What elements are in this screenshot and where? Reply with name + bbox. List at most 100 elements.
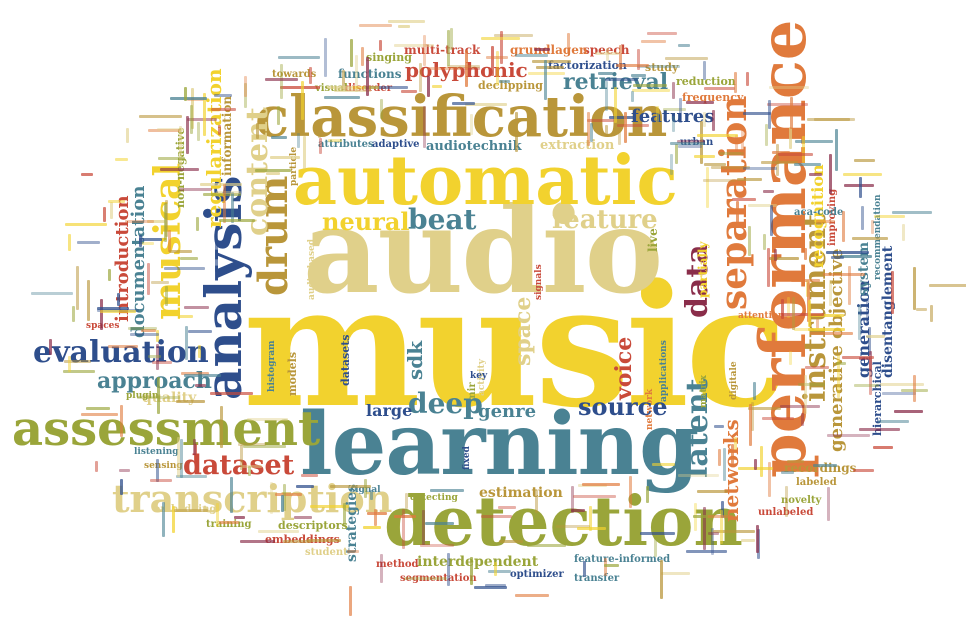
filler-fleck xyxy=(183,306,209,310)
filler-fleck xyxy=(165,199,169,238)
filler-fleck xyxy=(216,190,241,194)
filler-fleck xyxy=(655,105,659,122)
filler-fleck xyxy=(302,136,306,169)
filler-fleck xyxy=(274,492,302,496)
filler-fleck xyxy=(157,157,185,161)
filler-fleck xyxy=(81,173,93,177)
filler-fleck xyxy=(604,564,619,568)
filler-fleck xyxy=(866,334,886,338)
word-factorization: factorization xyxy=(548,59,627,72)
filler-fleck xyxy=(711,109,715,132)
filler-fleck xyxy=(767,248,771,288)
filler-fleck xyxy=(686,550,728,554)
filler-fleck xyxy=(566,33,570,54)
filler-fleck xyxy=(500,30,504,65)
filler-fleck xyxy=(808,300,812,328)
filler-fleck xyxy=(721,500,725,518)
filler-fleck xyxy=(874,214,906,218)
filler-fleck xyxy=(350,38,354,68)
filler-fleck xyxy=(618,111,622,146)
filler-fleck xyxy=(718,448,722,466)
filler-fleck xyxy=(786,297,790,319)
filler-fleck xyxy=(720,510,724,544)
filler-fleck xyxy=(447,30,451,67)
filler-fleck xyxy=(811,314,844,318)
filler-fleck xyxy=(348,585,352,616)
word-key: key xyxy=(470,371,488,381)
filler-fleck xyxy=(723,448,727,481)
filler-fleck xyxy=(828,154,832,195)
word-approach: approach xyxy=(97,368,212,394)
filler-fleck xyxy=(495,51,499,87)
filler-fleck xyxy=(768,256,800,260)
filler-fleck xyxy=(880,382,924,386)
word-declipping: declipping xyxy=(478,79,543,92)
word-segmentation: segmentation xyxy=(400,573,477,584)
filler-fleck xyxy=(65,222,107,226)
filler-fleck xyxy=(694,155,715,159)
word-system: system xyxy=(856,241,872,296)
filler-fleck xyxy=(768,461,772,497)
filler-fleck xyxy=(616,123,650,127)
filler-fleck xyxy=(731,444,735,465)
filler-fleck xyxy=(780,404,820,408)
filler-fleck xyxy=(300,80,304,120)
filler-fleck xyxy=(187,329,213,333)
filler-fleck xyxy=(425,522,454,526)
filler-fleck xyxy=(191,88,195,130)
filler-fleck xyxy=(853,384,880,388)
word-functions: functions xyxy=(338,67,402,81)
word-audio-based: audio-based xyxy=(307,238,317,300)
filler-fleck xyxy=(71,306,75,323)
filler-fleck xyxy=(913,267,917,310)
filler-fleck xyxy=(196,121,200,142)
filler-fleck xyxy=(703,112,707,128)
filler-fleck xyxy=(646,31,677,35)
filler-fleck xyxy=(147,129,180,133)
filler-fleck xyxy=(230,191,234,223)
word-neural: neural xyxy=(322,207,410,236)
word-singing: singing xyxy=(366,51,412,64)
filler-fleck xyxy=(68,356,72,373)
filler-fleck xyxy=(124,219,154,223)
filler-fleck xyxy=(815,220,835,224)
word-embeddings: embeddings xyxy=(265,534,340,545)
filler-fleck xyxy=(247,465,251,477)
filler-fleck xyxy=(736,178,762,182)
filler-fleck xyxy=(785,486,789,518)
filler-fleck xyxy=(108,269,112,281)
word-fixed: fixed xyxy=(462,446,472,470)
filler-fleck xyxy=(748,407,782,411)
filler-fleck xyxy=(241,464,263,468)
filler-fleck xyxy=(688,454,692,466)
filler-fleck xyxy=(351,85,380,89)
filler-fleck xyxy=(358,24,392,28)
filler-fleck xyxy=(747,226,751,256)
word-feature-informed: feature-informed xyxy=(574,554,671,565)
word-beat: beat xyxy=(408,203,477,236)
filler-fleck xyxy=(623,112,627,143)
filler-fleck xyxy=(842,356,874,360)
filler-fleck xyxy=(318,138,322,155)
filler-fleck xyxy=(126,128,130,143)
filler-fleck xyxy=(714,424,725,428)
filler-fleck xyxy=(473,586,507,590)
filler-fleck xyxy=(852,469,875,473)
word-datasets: datasets xyxy=(339,334,352,387)
filler-fleck xyxy=(426,76,430,97)
filler-fleck xyxy=(485,55,509,59)
filler-fleck xyxy=(710,165,750,169)
filler-fleck xyxy=(808,173,823,177)
word-audiotechnik: audiotechnik xyxy=(426,139,522,154)
filler-fleck xyxy=(128,327,158,331)
filler-fleck xyxy=(309,504,350,508)
filler-fleck xyxy=(704,515,734,519)
filler-fleck xyxy=(169,96,208,100)
filler-fleck xyxy=(76,266,80,310)
filler-fleck xyxy=(76,241,100,245)
filler-fleck xyxy=(147,220,165,224)
filler-fleck xyxy=(282,539,312,543)
filler-fleck xyxy=(733,72,737,94)
filler-fleck xyxy=(752,381,756,401)
word-student: student xyxy=(305,547,348,558)
